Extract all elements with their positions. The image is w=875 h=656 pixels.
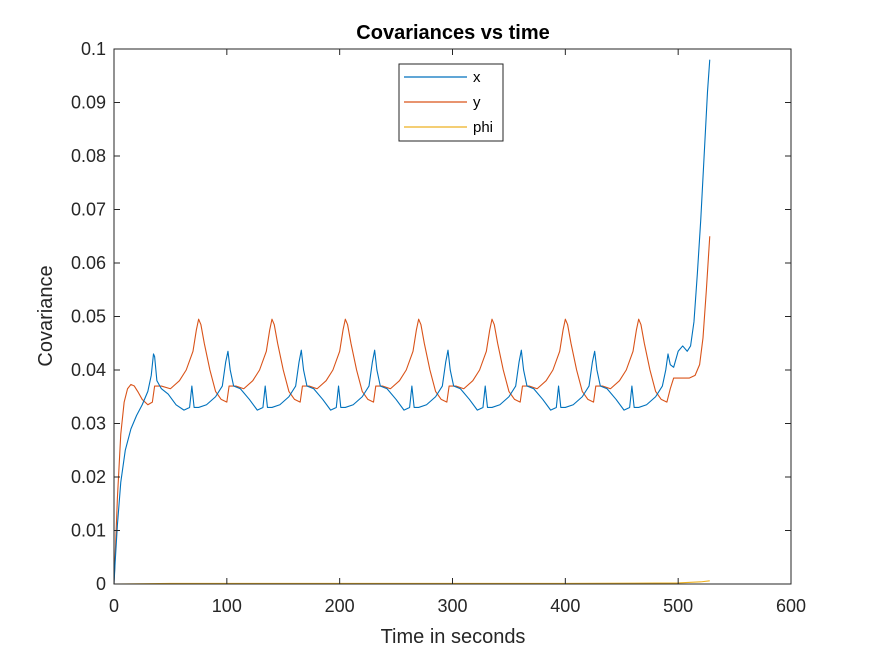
x-tick-label: 0	[109, 596, 119, 616]
y-tick-label: 0.03	[71, 414, 106, 434]
x-tick-label: 600	[776, 596, 806, 616]
y-tick-label: 0.01	[71, 521, 106, 541]
y-axis: 0 0.01 0.02 0.03 0.04 0.05 0.06 0.07 0.08 0.09 0.1	[71, 39, 791, 594]
x-tick-label: 200	[325, 596, 355, 616]
x-tick-label: 100	[212, 596, 242, 616]
series-line-x	[113, 59, 711, 585]
y-tick-label: 0.05	[71, 307, 106, 327]
legend-label-phi: phi	[473, 119, 493, 136]
x-axis-label: Time in seconds	[381, 626, 526, 648]
y-tick-label: 0.06	[71, 253, 106, 273]
legend: xy phi	[398, 63, 504, 142]
y-tick-label: 0	[96, 574, 106, 594]
x-axis: 0 100 200 300 400 500 600	[109, 49, 806, 616]
legend-label-x: x	[473, 69, 481, 86]
y-tick-label: 0.07	[71, 200, 106, 220]
y-tick-label: 0.02	[71, 467, 106, 487]
y-tick-label: 0.04	[71, 360, 106, 380]
series-line-y	[113, 236, 711, 585]
y-tick-label: 0.08	[71, 146, 106, 166]
chart-title: Covariances vs time	[356, 22, 549, 44]
x-tick-label: 400	[550, 596, 580, 616]
y-tick-label: 0.1	[81, 39, 106, 59]
x-tick-label: 500	[663, 596, 693, 616]
y-axis-label: Covariance	[35, 265, 57, 366]
legend-label-y: y	[473, 94, 481, 111]
y-tick-label: 0.09	[71, 93, 106, 113]
x-tick-label: 300	[437, 596, 467, 616]
